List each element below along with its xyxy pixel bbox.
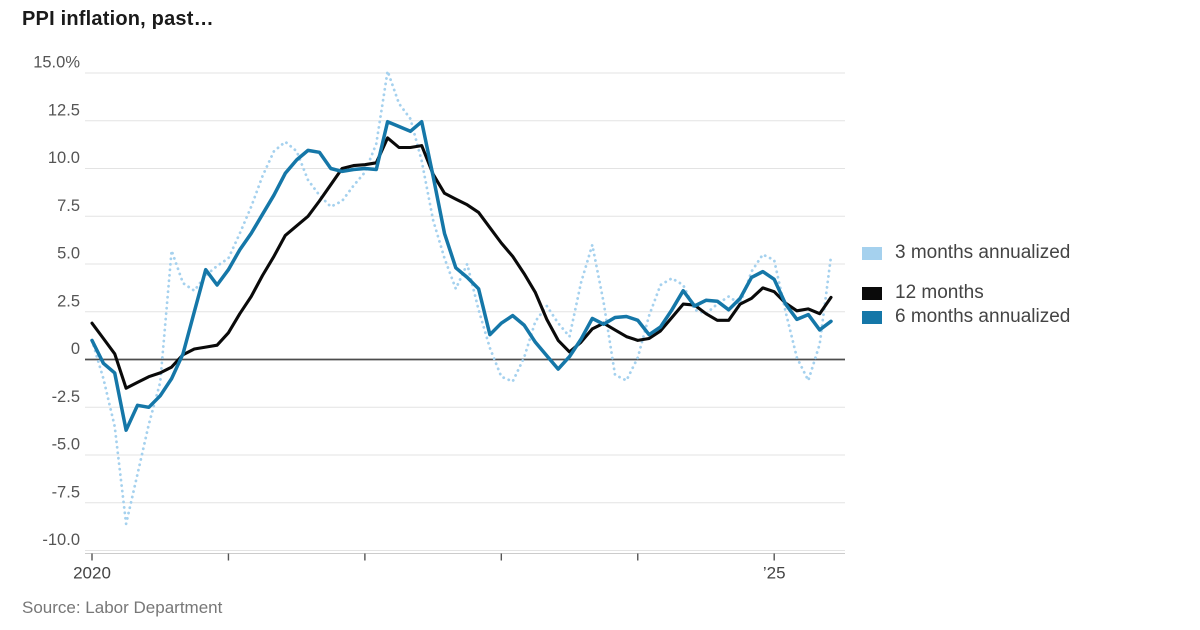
y-tick-label: 10.0 xyxy=(48,149,80,167)
y-tick-label: 7.5 xyxy=(57,197,80,215)
legend-swatch-icon xyxy=(862,310,882,324)
y-tick-label: 12.5 xyxy=(48,101,80,119)
legend-label: 6 months annualized xyxy=(895,306,1071,327)
legend-item-6-months-annualized: 6 months annualized xyxy=(862,305,1070,329)
y-tick-label: -7.5 xyxy=(52,483,80,501)
legend-swatch-icon xyxy=(862,286,882,300)
series-line-6-months-annualized xyxy=(90,119,833,432)
y-tick-label: 15.0% xyxy=(33,54,80,72)
series-line-12-months xyxy=(90,136,833,390)
x-tick-label: 2020 xyxy=(73,564,111,583)
x-tick-label: ’25 xyxy=(763,564,786,583)
y-tick-label: 0 xyxy=(71,340,80,358)
legend-item-12-months: 12 months xyxy=(862,281,1070,305)
y-tick-label: -10.0 xyxy=(42,531,80,549)
legend-swatch-icon xyxy=(862,246,882,260)
legend-label: 3 months annualized xyxy=(895,242,1071,263)
y-tick-label: 5.0 xyxy=(57,245,80,263)
chart-title: PPI inflation, past… xyxy=(22,8,214,30)
y-tick-label: -2.5 xyxy=(52,388,80,406)
chart-legend: 3 months annualized 12 months 6 months ann… xyxy=(862,241,1070,329)
source-note: Source: Labor Department xyxy=(22,598,223,617)
y-tick-label: 2.5 xyxy=(57,292,80,310)
legend-label: 12 months xyxy=(895,282,984,303)
legend-item-3-months-annualized: 3 months annualized xyxy=(862,241,1070,265)
y-tick-label: -5.0 xyxy=(52,436,80,454)
series-line-3-months-annualized xyxy=(90,69,833,526)
